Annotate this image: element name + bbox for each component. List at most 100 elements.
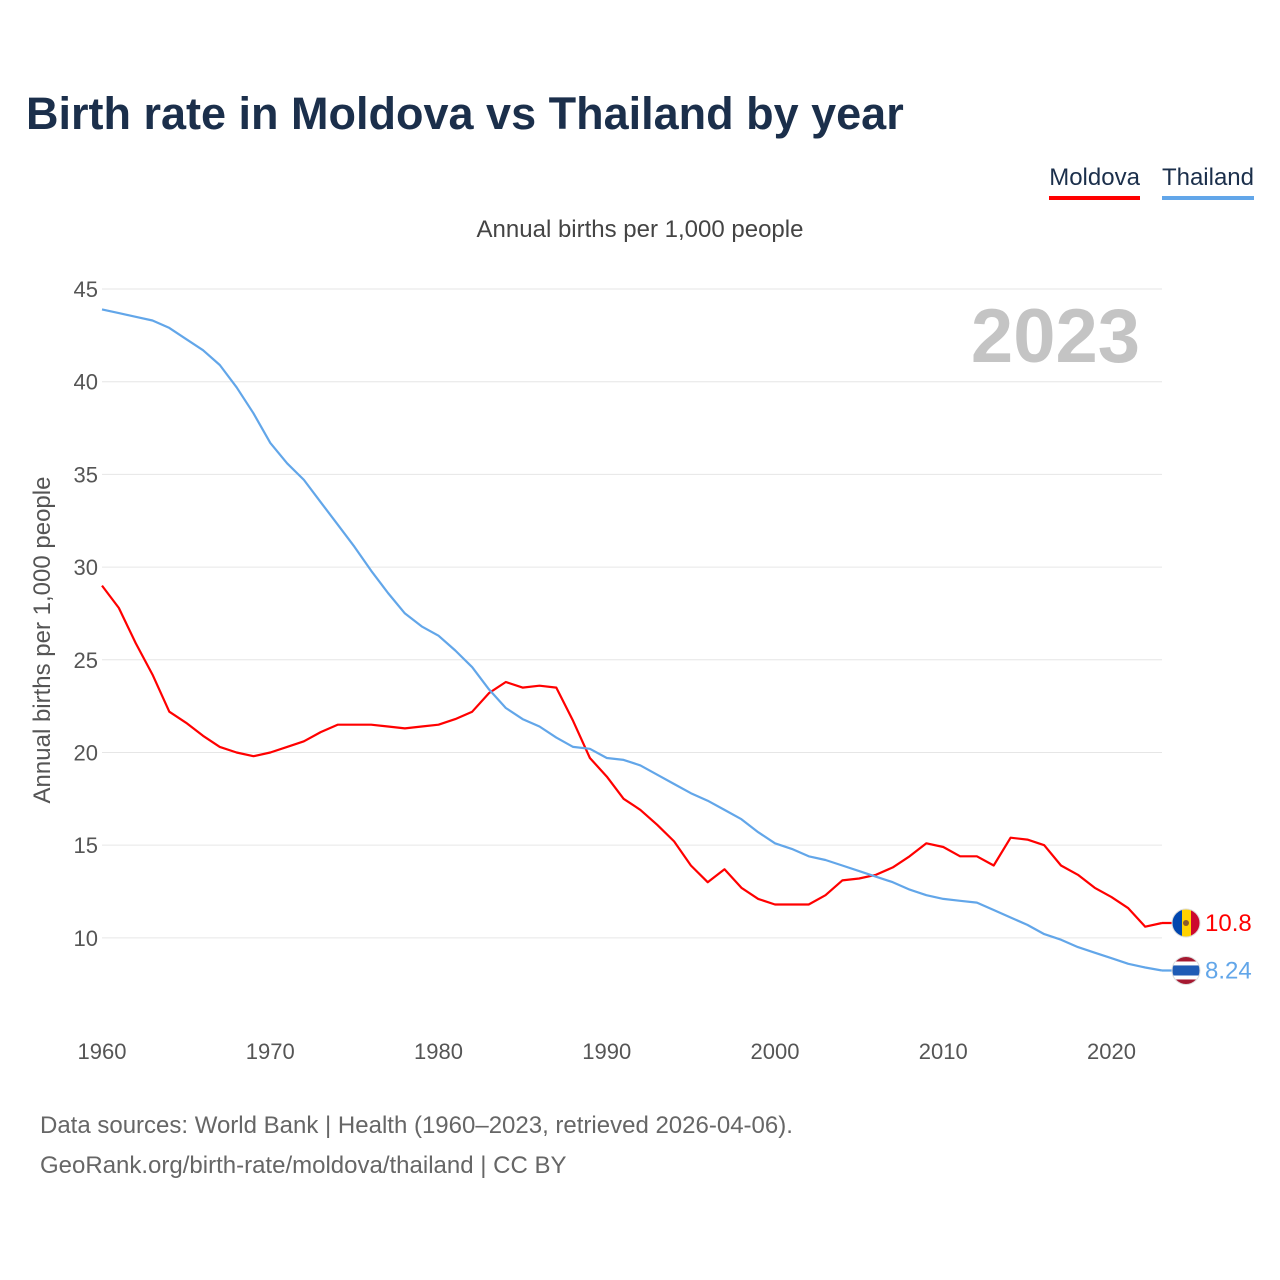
data-point-thailand [1024,922,1030,928]
data-point-thailand [469,664,475,670]
y-tick-label: 25 [74,648,98,673]
data-point-thailand [654,772,660,778]
data-point-moldova [200,733,206,739]
series-line-thailand [101,308,1163,972]
data-point-moldova [284,744,290,750]
data-point-moldova [1125,905,1131,911]
end-markers: 10.8 8.24 [1162,908,1252,985]
data-point-thailand [301,477,307,483]
data-point-thailand [570,744,576,750]
chart-title: Birth rate in Moldova vs Thailand by yea… [26,88,904,139]
data-point-moldova [520,685,526,691]
x-axis-ticks: 1960 1970 1980 1990 2000 2010 2020 [78,1039,1136,1064]
grid-lines [102,288,1162,939]
data-point-moldova [402,725,408,731]
data-point-moldova [436,722,442,728]
data-point-moldova [99,583,105,589]
footer: Data sources: World Bank | Health (1960–… [40,1106,793,1186]
data-point-thailand [368,568,374,574]
data-point-moldova [368,722,374,728]
data-point-thailand [486,686,492,692]
year-overlay: 2023 [971,294,1140,379]
data-point-thailand [166,325,172,331]
data-point-thailand [1109,955,1115,961]
data-point-moldova [1092,885,1098,891]
y-tick-label: 10 [74,926,98,951]
data-point-moldova [1109,894,1115,900]
data-point-thailand [991,907,997,913]
data-point-thailand [705,798,711,804]
data-point-moldova [217,744,223,750]
data-point-thailand [116,310,122,316]
data-point-thailand [873,874,879,880]
data-point-thailand [284,460,290,466]
data-point-moldova [587,755,593,761]
data-point-moldova [738,885,744,891]
data-point-moldova [688,863,694,869]
data-point-thailand [688,790,694,796]
data-point-thailand [351,544,357,550]
data-point-moldova [267,749,273,755]
data-point-thailand [520,716,526,722]
data-point-thailand [1075,944,1081,950]
data-point-thailand [503,705,509,711]
data-point-thailand [402,610,408,616]
y-tick-label: 30 [74,555,98,580]
legend-item-moldova[interactable]: Moldova [1049,164,1140,200]
data-point-thailand [200,347,206,353]
data-point-moldova [604,774,610,780]
data-point-moldova [133,640,139,646]
data-point-thailand [755,829,761,835]
data-point-thailand [1142,965,1148,971]
data-point-moldova [553,685,559,691]
data-point-thailand [957,898,963,904]
data-point-thailand [789,846,795,852]
data-point-moldova [722,866,728,872]
data-point-thailand [621,757,627,763]
y-axis-label: Annual births per 1,000 people [29,477,56,804]
data-point-thailand [856,868,862,874]
data-point-moldova [166,709,172,715]
data-point-moldova [991,863,997,869]
y-tick-label: 20 [74,740,98,765]
data-point-moldova [923,840,929,846]
data-point-thailand [335,521,341,527]
data-point-moldova [957,853,963,859]
data-point-thailand [604,755,610,761]
data-point-moldova [1142,924,1148,930]
data-point-thailand [267,440,273,446]
data-point-thailand [587,746,593,752]
data-point-thailand [436,633,442,639]
data-point-thailand [1092,950,1098,956]
data-point-thailand [553,735,559,741]
y-tick-label: 45 [74,277,98,302]
data-point-thailand [671,781,677,787]
legend-item-thailand[interactable]: Thailand [1161,164,1254,200]
y-tick-label: 15 [74,833,98,858]
data-point-thailand [974,900,980,906]
data-point-thailand [217,362,223,368]
footer-sources: Data sources: World Bank | Health (1960–… [40,1112,793,1139]
data-point-thailand [637,762,643,768]
data-point-moldova [1058,863,1064,869]
data-point-moldova [301,738,307,744]
data-point-moldova [1008,835,1014,841]
data-point-moldova [705,879,711,885]
data-point-thailand [234,384,240,390]
footer-link[interactable]: GeoRank.org/birth-rate/moldova/thailand … [40,1152,567,1179]
end-value-label-thailand: 8.24 [1205,957,1252,984]
data-point-moldova [671,838,677,844]
data-point-moldova [234,749,240,755]
data-point-thailand [183,336,189,342]
data-point-moldova [789,901,795,907]
data-point-moldova [116,605,122,611]
end-value-label-moldova: 10.8 [1205,910,1252,937]
x-tick-label: 1960 [78,1039,127,1064]
data-point-thailand [1125,961,1131,967]
data-point-moldova [536,683,542,689]
x-tick-label: 1970 [246,1039,295,1064]
data-point-moldova [856,876,862,882]
data-point-moldova [318,729,324,735]
data-point-moldova [570,718,576,724]
